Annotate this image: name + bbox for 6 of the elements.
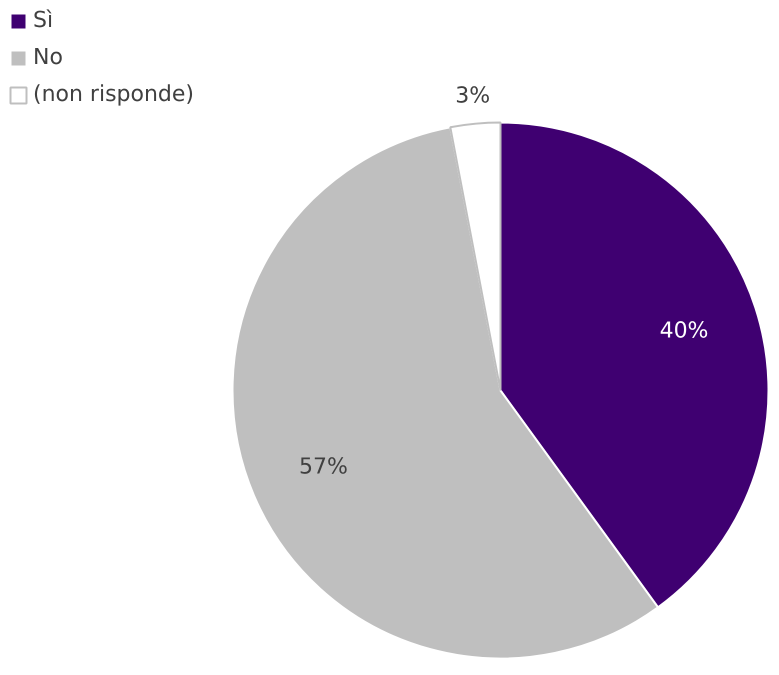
data-label: 3%: [455, 83, 490, 108]
data-label: 40%: [660, 318, 708, 344]
data-label: 57%: [298, 454, 348, 480]
legend-label: Sì: [33, 8, 54, 33]
legend-label: (non risponde): [33, 82, 194, 107]
legend-label: No: [33, 45, 63, 70]
